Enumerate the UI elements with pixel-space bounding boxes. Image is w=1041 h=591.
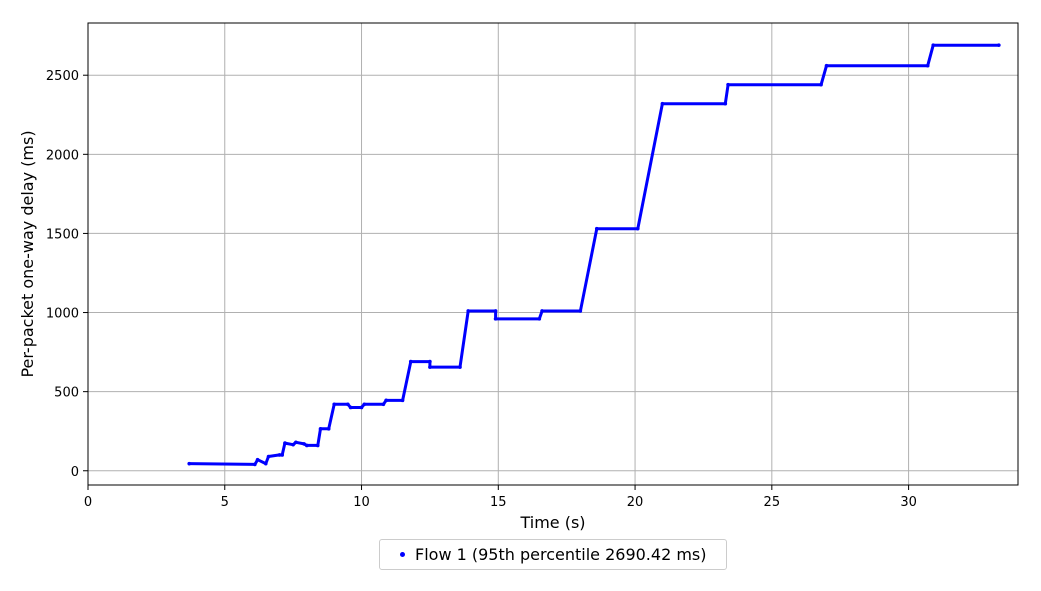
x-tick-label: 25	[764, 495, 781, 510]
data-point	[283, 441, 287, 445]
data-point	[726, 82, 730, 87]
data-point	[578, 309, 583, 313]
data-point	[348, 405, 353, 410]
legend: Flow 1 (95th percentile 2690.42 ms)	[379, 539, 727, 570]
data-point	[594, 226, 599, 231]
y-tick-label: 1500	[46, 227, 79, 242]
data-point	[381, 402, 386, 407]
data-point	[660, 101, 665, 106]
data-point	[362, 402, 367, 407]
series-flow-1	[187, 43, 1001, 467]
x-tick-label: 15	[490, 495, 507, 510]
data-point	[266, 454, 271, 459]
data-point	[493, 309, 498, 313]
y-tick-label: 2000	[46, 148, 79, 163]
data-point	[723, 101, 728, 106]
y-axis-label: Per-packet one-way delay (ms)	[18, 130, 37, 377]
plot-frame	[87, 22, 1019, 486]
data-point	[635, 226, 640, 231]
data-point	[302, 442, 306, 446]
data-point	[819, 82, 823, 87]
data-point	[255, 457, 260, 462]
grid	[87, 23, 1018, 485]
x-tick-label: 5	[221, 495, 229, 510]
data-point	[315, 443, 320, 448]
data-point	[318, 427, 323, 431]
data-point	[253, 462, 257, 467]
data-point	[384, 398, 388, 403]
data-point	[305, 443, 309, 448]
data-point	[294, 440, 298, 445]
y-tick-label: 2500	[46, 69, 79, 84]
data-point	[408, 359, 413, 364]
data-point	[280, 453, 285, 457]
x-tick-label: 10	[353, 495, 370, 510]
legend-marker	[400, 552, 405, 557]
data-point	[326, 427, 331, 431]
data-point	[277, 453, 282, 457]
data-point	[458, 365, 462, 369]
data-point	[466, 309, 471, 313]
flow-1-delay-trace	[187, 43, 1001, 466]
data-point	[346, 402, 350, 407]
x-tick-label: 30	[900, 495, 917, 510]
data-point	[291, 442, 295, 447]
data-point	[493, 317, 498, 321]
y-tick-label: 1000	[46, 307, 79, 322]
data-point	[824, 63, 829, 68]
data-point	[332, 402, 336, 407]
data-point	[925, 63, 930, 68]
axis-ticks: 0 5 10 15 20 25 30 0 500 1000 1500 2000 2500	[46, 69, 917, 510]
data-point	[428, 359, 432, 364]
data-point	[263, 461, 268, 466]
legend-label: Flow 1 (95th percentile 2690.42 ms)	[415, 545, 707, 564]
data-point	[428, 365, 432, 369]
data-point	[931, 43, 936, 47]
data-point	[400, 398, 405, 403]
y-tick-label: 0	[71, 465, 79, 480]
x-axis-label: Time (s)	[519, 513, 585, 532]
data-point	[540, 309, 544, 313]
x-tick-label: 20	[627, 495, 644, 510]
data-point	[359, 405, 364, 410]
data-point	[537, 317, 542, 321]
data-point	[187, 461, 192, 466]
x-tick-label: 0	[84, 495, 92, 510]
y-tick-label: 500	[54, 386, 79, 401]
data-point	[997, 43, 1001, 47]
